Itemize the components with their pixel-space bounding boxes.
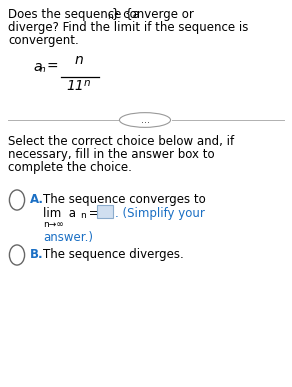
Text: . (Simplify your: . (Simplify your	[115, 207, 205, 220]
Text: n: n	[84, 78, 91, 88]
Text: 11: 11	[66, 79, 84, 93]
FancyBboxPatch shape	[97, 205, 113, 218]
Text: =: =	[47, 60, 59, 74]
Text: ...: ...	[140, 115, 150, 125]
Text: The sequence converges to: The sequence converges to	[43, 193, 206, 206]
Text: A.: A.	[30, 193, 44, 206]
Text: n: n	[40, 65, 46, 74]
Ellipse shape	[119, 113, 171, 127]
Text: n: n	[75, 53, 84, 67]
Text: Select the correct choice below and, if: Select the correct choice below and, if	[8, 135, 234, 148]
Text: n: n	[80, 211, 86, 220]
Text: =: =	[85, 207, 99, 220]
Text: n→∞: n→∞	[43, 220, 64, 229]
Text: } converge or: } converge or	[112, 8, 194, 21]
Text: answer.): answer.)	[43, 231, 93, 244]
Text: a: a	[33, 60, 41, 74]
Text: lim  a: lim a	[43, 207, 76, 220]
Text: convergent.: convergent.	[8, 34, 79, 47]
Text: B.: B.	[30, 248, 44, 261]
Text: diverge? Find the limit if the sequence is: diverge? Find the limit if the sequence …	[8, 21, 248, 34]
Text: The sequence diverges.: The sequence diverges.	[43, 248, 184, 261]
Text: n: n	[107, 12, 113, 21]
Text: complete the choice.: complete the choice.	[8, 161, 132, 174]
Text: necessary, fill in the answer box to: necessary, fill in the answer box to	[8, 148, 215, 161]
Text: Does the sequence {a: Does the sequence {a	[8, 8, 140, 21]
